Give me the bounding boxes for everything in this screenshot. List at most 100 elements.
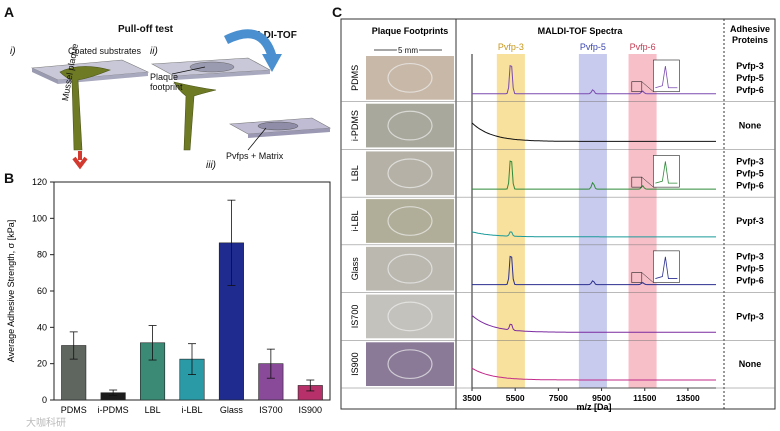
- spectrum-trace-is900: [471, 367, 716, 381]
- header-footprints: Plaque Footprints: [372, 26, 449, 36]
- footprint-outline: [387, 206, 433, 236]
- matrix-spot: [257, 121, 299, 131]
- footprint-photo-i-lbl: [366, 199, 454, 243]
- protein-label: Pvfp-5: [736, 168, 764, 178]
- spectrum-trace-glass: [472, 255, 716, 286]
- x-axis-label: m/z [Da]: [576, 402, 611, 412]
- coated-substrate-side: [32, 68, 58, 84]
- spectrum-trace-i-pdms: [471, 122, 716, 142]
- x-tick-label: LBL: [145, 405, 161, 415]
- row-label-lbl: LBL: [350, 165, 360, 181]
- row-label-i-lbl: i-LBL: [350, 210, 360, 231]
- protein-label: Pvfp-6: [736, 85, 764, 95]
- spectrum-trace-lbl: [472, 160, 716, 190]
- inset-zoom-box: [631, 176, 643, 188]
- inset-connector: [641, 272, 654, 283]
- coated-substrate-front: [58, 72, 148, 84]
- maldi-curved-arrow-icon: [223, 29, 277, 58]
- footprint-outline: [387, 349, 433, 380]
- y-tick-label: 60: [37, 286, 47, 296]
- y-tick-label: 80: [37, 250, 47, 260]
- maldi-tof-title: MALDI-TOF: [242, 30, 297, 41]
- x-tick-label: 9500: [592, 393, 611, 403]
- footprint-photo-pdms: [366, 56, 454, 100]
- footprint-outline: [387, 301, 433, 332]
- protein-label: Pvfp-3: [736, 156, 764, 166]
- pull-arrow-icon: [72, 151, 88, 170]
- stage-ii-label: ii): [150, 46, 158, 57]
- protein-label: Pvfp-3: [736, 311, 764, 321]
- row-label-glass: Glass: [350, 257, 360, 281]
- x-tick-label: 11500: [633, 393, 656, 403]
- x-tick-label: IS900: [299, 405, 323, 415]
- x-tick-label: PDMS: [61, 405, 87, 415]
- footprint-outline: [387, 158, 433, 189]
- band-label: Pvfp-3: [498, 42, 524, 52]
- x-tick-label: i-LBL: [181, 405, 202, 415]
- footprint-photo-glass: [366, 246, 454, 291]
- detached-plaque: [173, 81, 217, 151]
- maldi-spectra-figure: Plaque Footprints MALDI-TOF Spectra Adhesi…: [340, 18, 776, 412]
- protein-label: Pvfp-6: [736, 180, 764, 190]
- inset-zoom-box: [631, 272, 643, 283]
- footprint-photo-is700: [366, 294, 454, 339]
- panel-label-c: C: [332, 4, 343, 20]
- stage-iii-label: iii): [206, 160, 216, 171]
- inset-trace: [655, 256, 678, 279]
- inset-zoom-box: [631, 81, 643, 93]
- inset-connector: [641, 176, 654, 188]
- pvfps-matrix-label: Pvfps + Matrix: [226, 151, 284, 161]
- header-proteins-2: Proteins: [732, 35, 768, 45]
- y-tick-label: 120: [32, 177, 47, 187]
- row-label-i-pdms: i-PDMS: [350, 110, 360, 141]
- footprint-outline: [387, 110, 433, 141]
- spectrum-trace-i-lbl: [471, 231, 716, 238]
- footprint-outline: [387, 62, 433, 93]
- pull-off-test-title: Pull-off test: [118, 24, 173, 35]
- row-label-pdms: PDMS: [350, 65, 360, 91]
- inset-panel: [653, 59, 680, 93]
- plaque-footprint-label-2: footprint: [150, 82, 183, 92]
- protein-label: Pvfp-3: [736, 252, 764, 262]
- band-label: Pvfp-5: [580, 42, 606, 52]
- x-tick-label: 13500: [676, 393, 700, 403]
- protein-label: Pvfp-6: [736, 276, 764, 286]
- protein-label: None: [739, 121, 762, 131]
- band-pvfp-6: [628, 54, 657, 388]
- protein-label: None: [739, 359, 762, 369]
- footprint-photo-is900: [366, 342, 454, 386]
- panel-label-a: A: [4, 4, 15, 20]
- x-tick-label: IS700: [259, 405, 283, 415]
- spectrum-trace-is700: [471, 315, 716, 333]
- plaque-footprint-mark: [189, 61, 235, 73]
- mussel-plaque-thread: [59, 66, 111, 151]
- protein-label: Pvpf-3: [736, 216, 764, 226]
- plaque-footprint-label-1: Plaque: [150, 72, 179, 82]
- y-tick-label: 20: [37, 359, 47, 369]
- spectrum-trace-pdms: [472, 64, 716, 95]
- row-label-is700: IS700: [350, 305, 360, 329]
- stage-i-label: i): [10, 46, 16, 57]
- y-tick-label: 40: [37, 322, 47, 332]
- x-tick-label: 7500: [549, 393, 568, 403]
- inset-trace: [655, 65, 678, 89]
- band-pvfp-5: [578, 54, 607, 388]
- band-label: Pvfp-6: [630, 42, 656, 52]
- header-spectra: MALDI-TOF Spectra: [538, 26, 624, 36]
- protein-label: Pvfp-3: [736, 61, 764, 71]
- x-tick-label: 3500: [463, 393, 482, 403]
- x-tick-label: i-PDMS: [98, 405, 129, 415]
- y-tick-label: 0: [42, 395, 47, 405]
- protein-label: Pvfp-5: [736, 73, 764, 83]
- coated-substrates-label: Coated substrates: [68, 46, 142, 56]
- footprint-outline: [387, 253, 433, 284]
- panel-a-schematic: [30, 29, 332, 170]
- footprint-pointer: [171, 66, 206, 75]
- footprint-photo-lbl: [366, 151, 454, 196]
- adhesive-strength-chart: 0 20 40 60 80 100 120 PDMS i-PDMS LBL i-LBL Glass IS…: [6, 177, 331, 415]
- header-proteins-1: Adhesive: [730, 24, 770, 34]
- protein-label: Pvfp-5: [736, 264, 764, 274]
- y-axis-label: Average Adhesive Strength, σ [kPa]: [6, 220, 16, 362]
- figure-frame: [340, 18, 776, 410]
- x-tick-label: Glass: [220, 405, 244, 415]
